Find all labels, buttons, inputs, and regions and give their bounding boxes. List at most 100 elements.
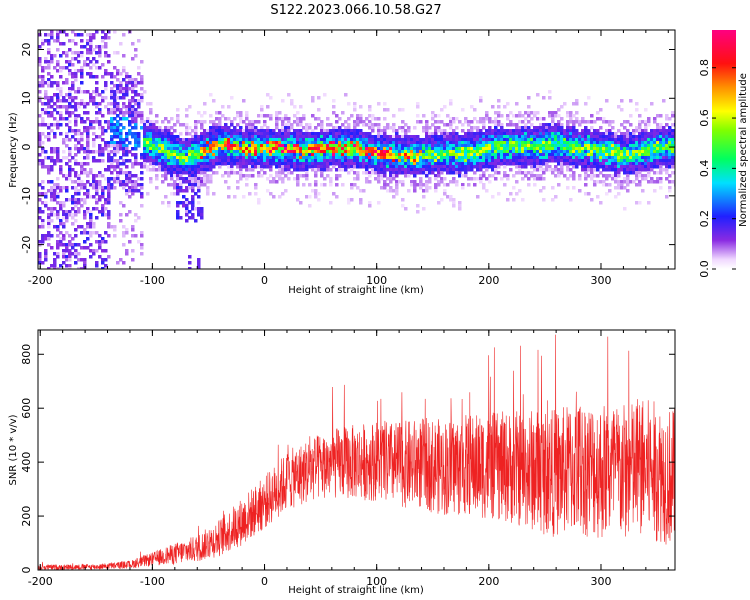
spectrogram-cell: [533, 135, 537, 139]
spectrogram-cell: [665, 135, 669, 139]
spectrogram-cell: [617, 180, 621, 184]
spectrogram-cell: [278, 132, 282, 136]
spectrogram-cell: [257, 171, 261, 175]
spectrogram-cell: [209, 126, 213, 130]
spectrogram-cell: [494, 153, 498, 157]
spectrogram-cell: [347, 132, 351, 136]
spectrogram-cell: [47, 72, 51, 76]
spectrogram-cell: [560, 165, 564, 169]
spectrogram-cell: [530, 117, 534, 121]
spectrogram-cell: [401, 144, 405, 148]
spectrogram-cell: [134, 54, 138, 58]
spectrogram-cell: [494, 171, 498, 175]
spectrogram-cell: [113, 159, 117, 163]
spectrogram-cell: [650, 156, 654, 160]
spectrogram-cell: [584, 135, 588, 139]
spectrogram-cell: [452, 132, 456, 136]
spectrogram-cell: [287, 144, 291, 148]
spectrogram-cell: [305, 126, 309, 130]
spectrogram-cell: [92, 102, 96, 106]
spectrogram-cell: [236, 186, 240, 190]
spectrogram-cell: [446, 123, 450, 127]
spectrogram-cell: [359, 162, 363, 166]
spectrogram-cell: [575, 117, 579, 121]
spectrogram-cell: [455, 141, 459, 145]
spectrogram-cell: [62, 249, 66, 253]
spectrogram-cell: [284, 162, 288, 166]
spectrogram-cell: [371, 147, 375, 151]
spectrogram-cell: [188, 267, 192, 269]
spectrogram-cell: [260, 141, 264, 145]
spectrogram-cell: [140, 117, 144, 121]
spectrogram-cell: [311, 162, 315, 166]
spectrogram-cell: [488, 150, 492, 154]
spectrogram-cell: [77, 132, 81, 136]
spectrogram-cell: [500, 147, 504, 151]
spectrogram-cell: [47, 63, 51, 67]
spectrogram-cell: [488, 120, 492, 124]
spectrogram-cell: [161, 174, 165, 178]
spectrogram-cell: [608, 168, 612, 172]
spectrogram-cell: [335, 120, 339, 124]
spectrogram-cell: [119, 201, 123, 205]
spectrogram-cell: [47, 234, 51, 238]
spectrogram-cell: [137, 144, 141, 148]
spectrogram-cell: [380, 147, 384, 151]
spectrogram-cell: [641, 129, 645, 133]
spectrogram-cell: [536, 129, 540, 133]
spectrogram-cell: [500, 153, 504, 157]
spectrogram-cell: [50, 168, 54, 172]
spectrogram-cell: [203, 168, 207, 172]
spectrogram-cell: [506, 162, 510, 166]
spectrogram-cell: [380, 129, 384, 133]
spectrogram-cell: [323, 147, 327, 151]
spectrogram-cell: [431, 138, 435, 142]
spectrogram-cell: [368, 105, 372, 109]
spectrogram-cell: [620, 156, 624, 160]
spectrogram-cell: [308, 156, 312, 160]
spectrogram-cell: [53, 258, 57, 262]
spectrogram-cell: [38, 225, 42, 229]
spectrogram-cell: [410, 171, 414, 175]
spectrogram-cell: [80, 72, 84, 76]
spectrogram-cell: [83, 102, 87, 106]
spectrogram-cell: [557, 159, 561, 163]
spectrogram-cell: [428, 126, 432, 130]
spectrogram-cell: [395, 189, 399, 193]
spectrogram-cell: [482, 183, 486, 187]
spectrogram-cell: [521, 150, 525, 154]
spectrogram-cell: [113, 225, 117, 229]
spectrogram-cell: [335, 168, 339, 172]
spectrogram-cell: [590, 174, 594, 178]
spectrogram-cell: [650, 177, 654, 181]
spectrogram-cell: [86, 189, 90, 193]
spectrogram-cell: [143, 138, 147, 142]
spectrogram-cell: [386, 141, 390, 145]
spectrogram-cell: [128, 186, 132, 190]
spectrogram-cell: [617, 147, 621, 151]
spectrogram-cell: [641, 135, 645, 139]
spectrogram-cell: [389, 159, 393, 163]
spectrogram-cell: [38, 60, 42, 64]
spectrogram-cell: [578, 138, 582, 142]
spectrogram-cell: [338, 156, 342, 160]
spectrogram-cell: [479, 165, 483, 169]
spectrogram-cell: [362, 144, 366, 148]
spectrogram-cell: [410, 168, 414, 172]
spectrogram-cell: [269, 138, 273, 142]
spectrogram-cell: [668, 186, 672, 190]
spectrogram-cell: [98, 198, 102, 202]
spectrogram-cell: [404, 156, 408, 160]
spectrogram-cell: [170, 126, 174, 130]
colorbar-label: Normalized spectral amplitude: [738, 73, 749, 227]
spectrogram-cell: [389, 162, 393, 166]
spectrogram-cell: [437, 141, 441, 145]
spectrogram-cell: [176, 108, 180, 112]
spectrogram-cell: [413, 126, 417, 130]
spectrogram-cell: [119, 111, 123, 115]
spectrogram-cell: [239, 153, 243, 157]
spectrogram-cell: [227, 147, 231, 151]
spectrogram-cell: [56, 192, 60, 196]
spectrogram-cell: [158, 135, 162, 139]
spectrogram-cell: [170, 138, 174, 142]
